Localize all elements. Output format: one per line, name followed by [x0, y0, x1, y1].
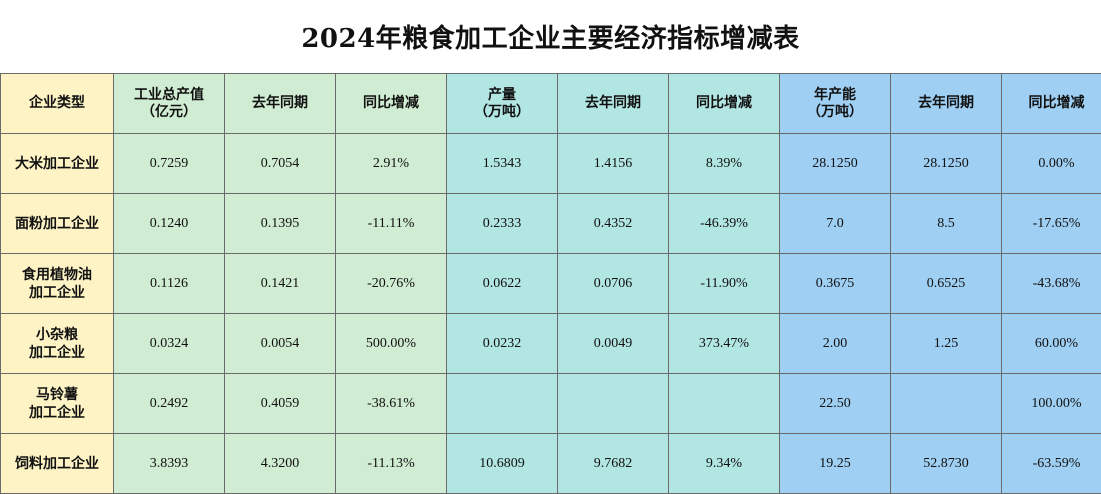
- cell-production-yoy: 8.39%: [668, 133, 780, 194]
- table-row: 大米加工企业 0.7259 0.7054 2.91% 1.5343 1.4156…: [0, 133, 1101, 194]
- cell-output-value: 0.1126: [113, 253, 225, 314]
- row-type-cell: 饲料加工企业: [0, 433, 114, 494]
- cell-output-value-prev: 4.3200: [224, 433, 336, 494]
- cell-production-yoy: 9.34%: [668, 433, 780, 494]
- cell-production: [446, 373, 558, 434]
- cell-output-value-yoy: -38.61%: [335, 373, 447, 434]
- cell-capacity-prev: 52.8730: [890, 433, 1002, 494]
- row-type-line: 食用植物油: [22, 266, 92, 283]
- cell-output-value-prev: 0.4059: [224, 373, 336, 434]
- header-row: 企业类型 工业总产值 （亿元） 去年同期 同比增减 产量 （万吨） 去年同期 同…: [0, 73, 1101, 134]
- cell-production-prev: [557, 373, 669, 434]
- cell-production-prev: 1.4156: [557, 133, 669, 194]
- header-type: 企业类型: [0, 73, 114, 134]
- header-capacity-line2: （万吨）: [807, 103, 863, 120]
- header-output-value-line2: （亿元）: [141, 103, 197, 120]
- row-type-line: 加工企业: [29, 344, 85, 361]
- cell-production-yoy: [668, 373, 780, 434]
- cell-production: 10.6809: [446, 433, 558, 494]
- row-type-cell: 面粉加工企业: [0, 193, 114, 254]
- cell-capacity-prev: [890, 373, 1002, 434]
- cell-capacity-yoy: -43.68%: [1001, 253, 1101, 314]
- cell-production: 0.0622: [446, 253, 558, 314]
- header-capacity-prev: 去年同期: [890, 73, 1002, 134]
- header-output-value-line1: 工业总产值: [134, 86, 204, 103]
- header-capacity-line1: 年产能: [814, 86, 856, 103]
- cell-capacity-prev: 8.5: [890, 193, 1002, 254]
- row-type-line: 加工企业: [29, 284, 85, 301]
- row-type-cell: 大米加工企业: [0, 133, 114, 194]
- table-row: 食用植物油 加工企业 0.1126 0.1421 -20.76% 0.0622 …: [0, 253, 1101, 314]
- cell-capacity: 0.3675: [779, 253, 891, 314]
- header-output-value-yoy: 同比增减: [335, 73, 447, 134]
- cell-output-value-prev: 0.1395: [224, 193, 336, 254]
- cell-capacity-prev: 1.25: [890, 313, 1002, 374]
- header-output-value-prev: 去年同期: [224, 73, 336, 134]
- cell-production: 0.2333: [446, 193, 558, 254]
- indicator-table: 企业类型 工业总产值 （亿元） 去年同期 同比增减 产量 （万吨） 去年同期 同…: [0, 73, 1101, 494]
- header-production-yoy: 同比增减: [668, 73, 780, 134]
- cell-output-value: 3.8393: [113, 433, 225, 494]
- row-type-line: 饲料加工企业: [15, 455, 99, 472]
- row-type-line: 加工企业: [29, 404, 85, 421]
- table-row: 小杂粮 加工企业 0.0324 0.0054 500.00% 0.0232 0.…: [0, 313, 1101, 374]
- cell-production-yoy: -11.90%: [668, 253, 780, 314]
- cell-output-value-yoy: -11.13%: [335, 433, 447, 494]
- cell-capacity-prev: 28.1250: [890, 133, 1002, 194]
- table-row: 马铃薯 加工企业 0.2492 0.4059 -38.61% 22.50 100…: [0, 373, 1101, 434]
- row-type-line: 小杂粮: [36, 326, 78, 343]
- cell-output-value: 0.2492: [113, 373, 225, 434]
- page-title: 2024年粮食加工企业主要经济指标增减表: [301, 23, 800, 54]
- cell-output-value: 0.7259: [113, 133, 225, 194]
- header-output-value: 工业总产值 （亿元）: [113, 73, 225, 134]
- row-type-cell: 食用植物油 加工企业: [0, 253, 114, 314]
- cell-capacity-yoy: 100.00%: [1001, 373, 1101, 434]
- cell-output-value-yoy: 2.91%: [335, 133, 447, 194]
- table-row: 饲料加工企业 3.8393 4.3200 -11.13% 10.6809 9.7…: [0, 433, 1101, 494]
- header-production-line2: （万吨）: [474, 103, 530, 120]
- cell-output-value: 0.0324: [113, 313, 225, 374]
- cell-capacity: 7.0: [779, 193, 891, 254]
- cell-production-yoy: -46.39%: [668, 193, 780, 254]
- header-capacity: 年产能 （万吨）: [779, 73, 891, 134]
- header-production-line1: 产量: [488, 86, 516, 103]
- cell-production-yoy: 373.47%: [668, 313, 780, 374]
- cell-capacity: 2.00: [779, 313, 891, 374]
- header-production-prev: 去年同期: [557, 73, 669, 134]
- cell-output-value-yoy: -11.11%: [335, 193, 447, 254]
- cell-output-value-prev: 0.7054: [224, 133, 336, 194]
- cell-production: 1.5343: [446, 133, 558, 194]
- cell-output-value-prev: 0.0054: [224, 313, 336, 374]
- cell-capacity-yoy: 0.00%: [1001, 133, 1101, 194]
- cell-production-prev: 9.7682: [557, 433, 669, 494]
- cell-capacity-yoy: 60.00%: [1001, 313, 1101, 374]
- cell-output-value: 0.1240: [113, 193, 225, 254]
- cell-production-prev: 0.0706: [557, 253, 669, 314]
- cell-output-value-prev: 0.1421: [224, 253, 336, 314]
- cell-production-prev: 0.0049: [557, 313, 669, 374]
- cell-capacity-prev: 0.6525: [890, 253, 1002, 314]
- row-type-line: 马铃薯: [36, 386, 78, 403]
- cell-output-value-yoy: 500.00%: [335, 313, 447, 374]
- cell-production-prev: 0.4352: [557, 193, 669, 254]
- header-type-label: 企业类型: [29, 95, 85, 111]
- cell-production: 0.0232: [446, 313, 558, 374]
- row-type-cell: 小杂粮 加工企业: [0, 313, 114, 374]
- cell-capacity-yoy: -63.59%: [1001, 433, 1101, 494]
- row-type-cell: 马铃薯 加工企业: [0, 373, 114, 434]
- row-type-line: 大米加工企业: [15, 155, 99, 172]
- row-type-line: 面粉加工企业: [15, 215, 99, 232]
- header-production: 产量 （万吨）: [446, 73, 558, 134]
- cell-capacity: 28.1250: [779, 133, 891, 194]
- header-capacity-yoy: 同比增减: [1001, 73, 1101, 134]
- cell-capacity: 19.25: [779, 433, 891, 494]
- cell-capacity-yoy: -17.65%: [1001, 193, 1101, 254]
- table-row: 面粉加工企业 0.1240 0.1395 -11.11% 0.2333 0.43…: [0, 193, 1101, 254]
- cell-output-value-yoy: -20.76%: [335, 253, 447, 314]
- cell-capacity: 22.50: [779, 373, 891, 434]
